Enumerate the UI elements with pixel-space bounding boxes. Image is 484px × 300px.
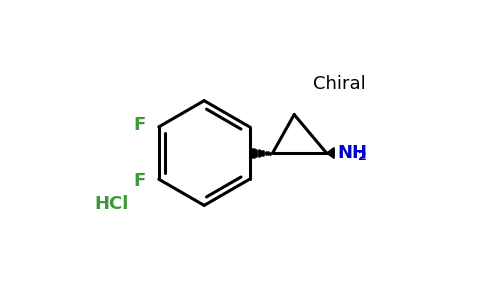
Text: F: F (134, 116, 146, 134)
Text: Chiral: Chiral (313, 75, 365, 93)
Text: F: F (134, 172, 146, 190)
Text: 2: 2 (358, 150, 367, 164)
Text: HCl: HCl (94, 195, 128, 213)
Polygon shape (327, 148, 334, 158)
Text: NH: NH (337, 144, 367, 162)
